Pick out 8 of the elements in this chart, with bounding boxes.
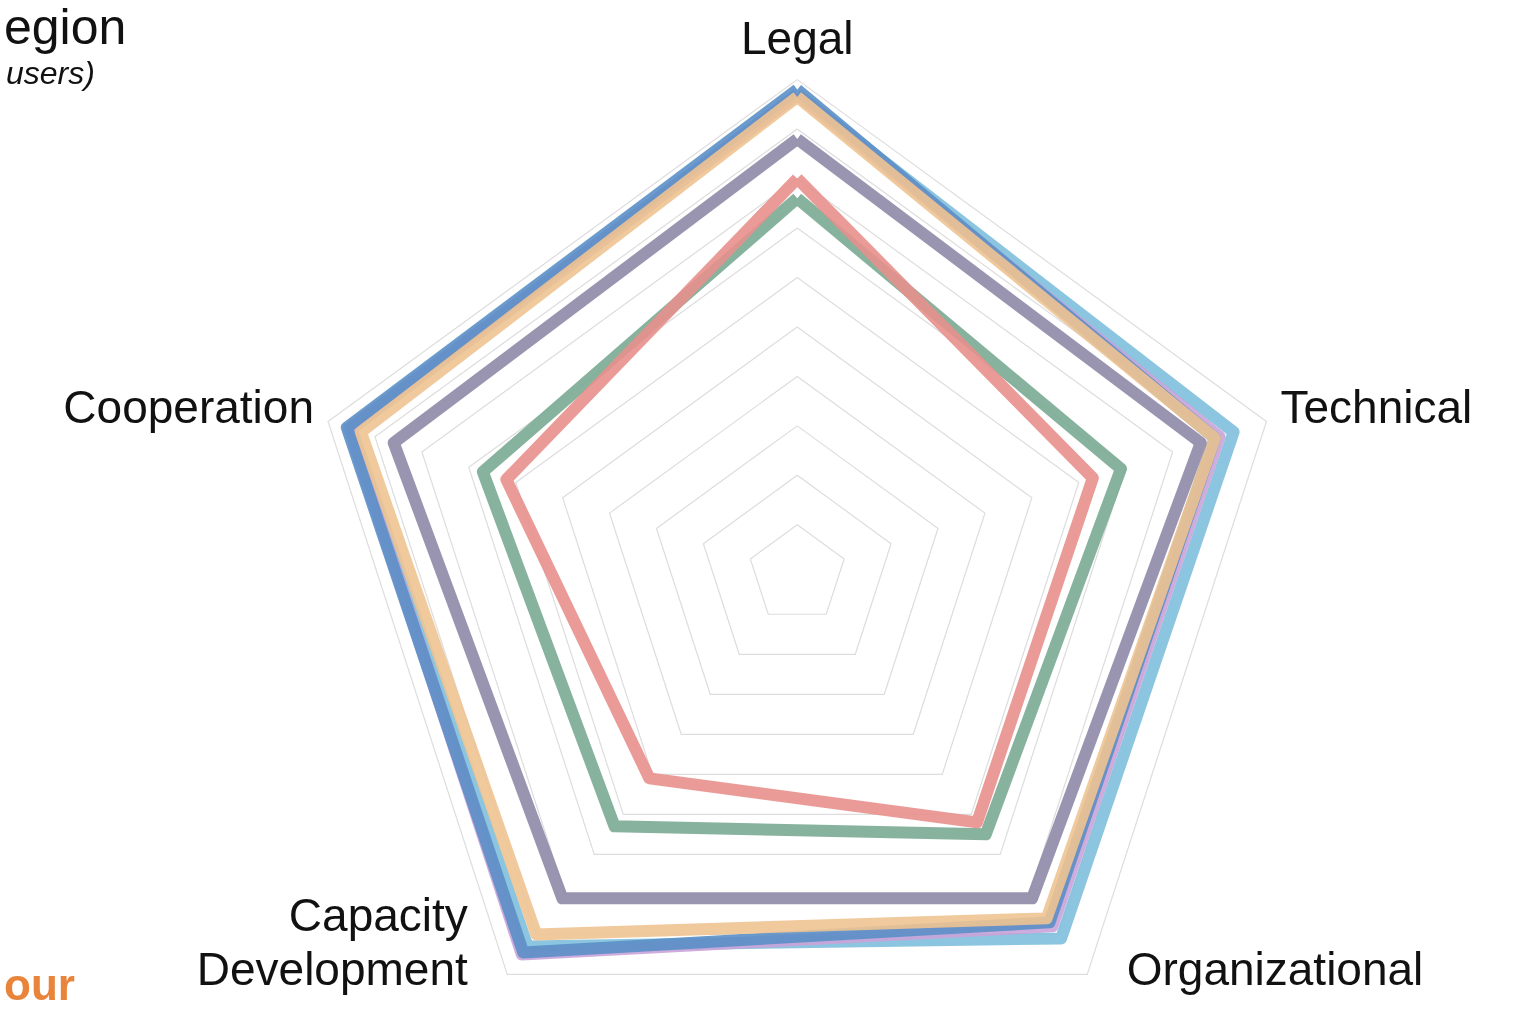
spoke-label: Technical bbox=[1280, 381, 1473, 434]
spoke-label: Organizational bbox=[1126, 942, 1424, 995]
text: our bbox=[4, 960, 75, 1009]
spoke-label: Capacity Development bbox=[196, 888, 469, 995]
chart-title: egion bbox=[4, 0, 127, 55]
spoke-label: Cooperation bbox=[63, 381, 314, 434]
spoke-label: Legal bbox=[740, 12, 854, 65]
text: users) bbox=[6, 55, 95, 91]
